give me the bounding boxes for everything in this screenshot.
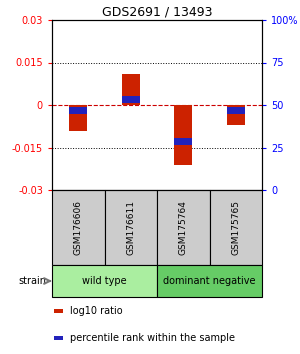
Bar <box>104 190 157 265</box>
Bar <box>54 336 63 341</box>
Text: log10 ratio: log10 ratio <box>70 306 122 316</box>
Bar <box>174 105 192 165</box>
Text: percentile rank within the sample: percentile rank within the sample <box>70 333 235 343</box>
Bar <box>54 309 63 313</box>
Text: GSM176606: GSM176606 <box>74 200 83 255</box>
Bar <box>174 138 192 145</box>
Bar <box>122 96 140 103</box>
Text: GSM176611: GSM176611 <box>126 200 135 255</box>
Text: dominant negative: dominant negative <box>163 276 256 286</box>
Bar <box>157 190 209 265</box>
Bar <box>52 265 157 297</box>
Title: GDS2691 / 13493: GDS2691 / 13493 <box>102 6 212 19</box>
Bar <box>69 105 87 131</box>
Text: wild type: wild type <box>82 276 127 286</box>
Bar <box>52 190 104 265</box>
Text: GSM175764: GSM175764 <box>179 200 188 255</box>
Bar <box>226 107 245 114</box>
Bar <box>69 107 87 114</box>
Bar <box>209 190 262 265</box>
Bar <box>226 105 245 125</box>
Bar <box>157 265 262 297</box>
Text: GSM175765: GSM175765 <box>231 200 240 255</box>
Bar <box>122 74 140 105</box>
Text: strain: strain <box>19 276 47 286</box>
